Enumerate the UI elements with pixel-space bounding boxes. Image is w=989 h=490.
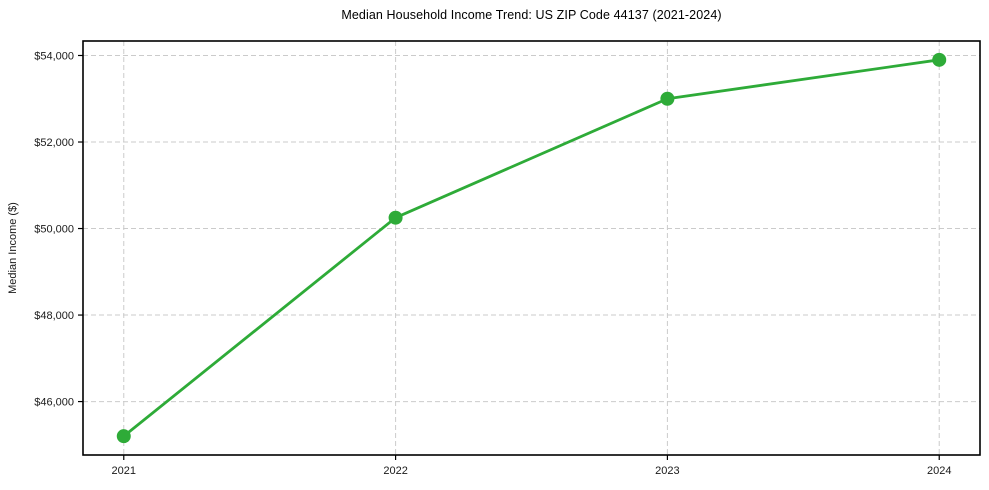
data-point-marker bbox=[388, 210, 403, 225]
y-axis-label: Median Income ($) bbox=[7, 202, 19, 294]
data-point-marker bbox=[660, 91, 675, 106]
chart-title: Median Household Income Trend: US ZIP Co… bbox=[341, 8, 722, 22]
plot-frame bbox=[82, 40, 981, 456]
y-tick-label: $54,000 bbox=[34, 50, 74, 62]
x-tick-label: 2024 bbox=[927, 465, 951, 477]
y-tick-label: $46,000 bbox=[34, 397, 74, 409]
y-tick-label: $48,000 bbox=[34, 310, 74, 322]
data-point-marker bbox=[932, 52, 947, 67]
x-tick-label: 2022 bbox=[383, 465, 407, 477]
trend-line bbox=[122, 58, 941, 438]
data-point-marker bbox=[116, 429, 131, 444]
y-tick-label: $50,000 bbox=[34, 224, 74, 236]
y-tick-label: $52,000 bbox=[34, 137, 74, 149]
x-tick-label: 2021 bbox=[112, 465, 136, 477]
x-tick-label: 2023 bbox=[655, 465, 679, 477]
